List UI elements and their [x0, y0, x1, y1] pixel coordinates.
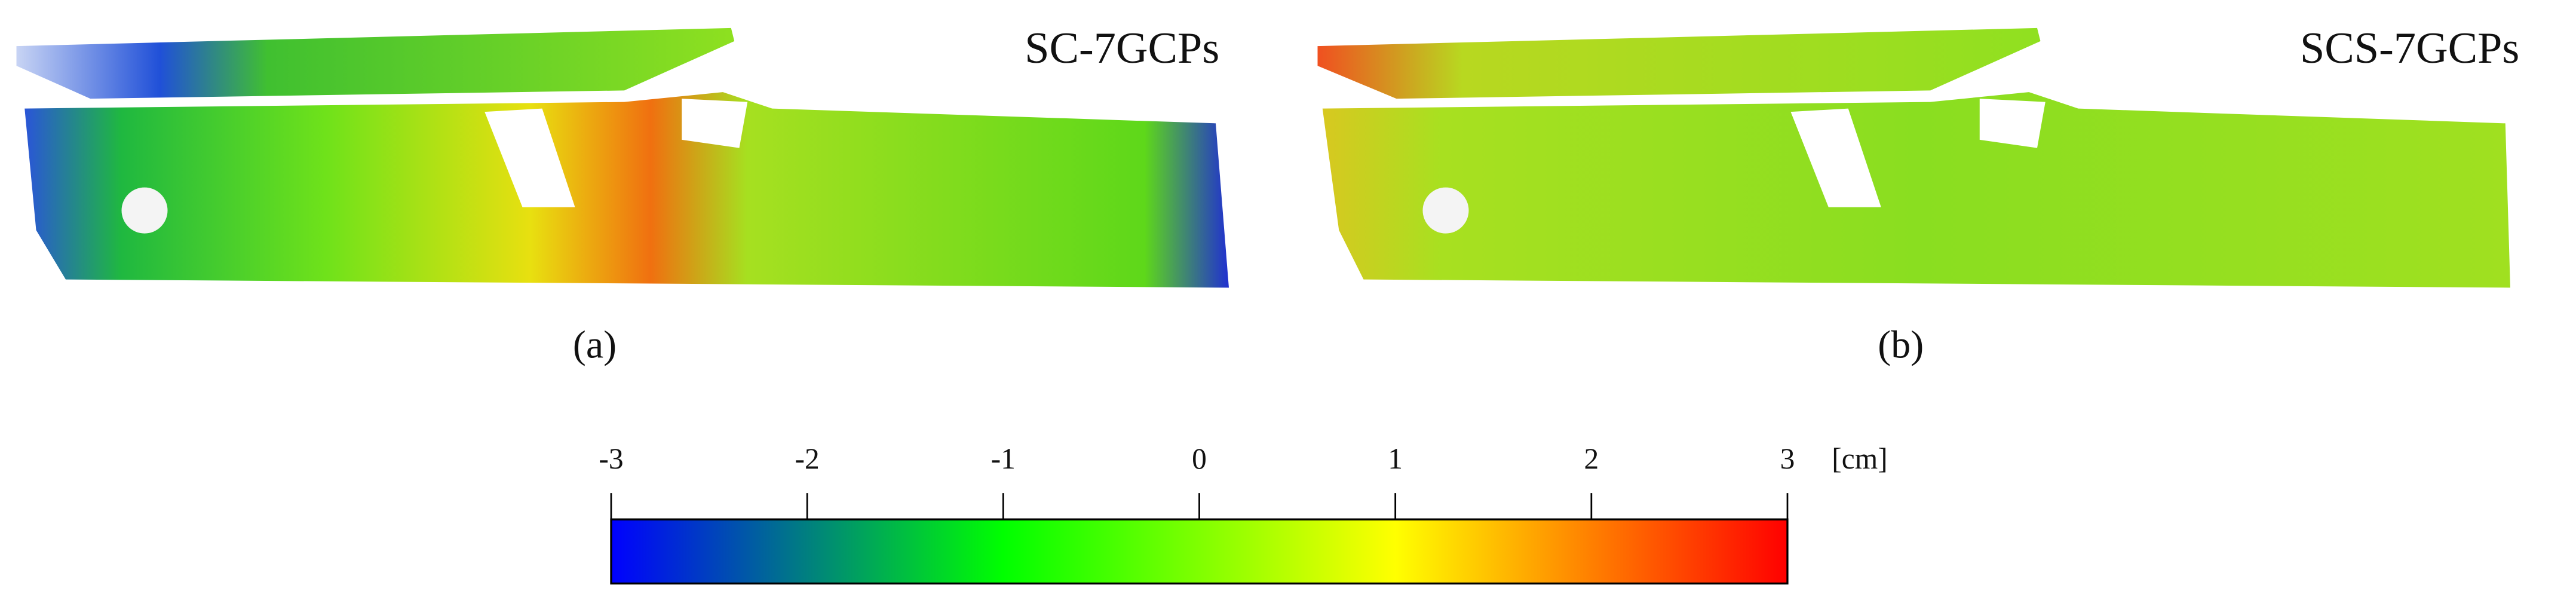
colorbar-tick-label: 2 — [1584, 442, 1599, 475]
colorbar-tick-label: -1 — [991, 442, 1016, 475]
colorbar-tick-label: -3 — [599, 442, 623, 475]
panel-title: SC-7GCPs — [1025, 24, 1219, 73]
point-cloud-b — [1317, 27, 2510, 288]
panel-caption: (a) — [573, 323, 617, 366]
colorbar-tick-label: 1 — [1388, 442, 1403, 475]
panel-caption: (b) — [1878, 323, 1924, 366]
colorbar — [610, 518, 1789, 585]
colorbar-tick-label: -2 — [795, 442, 820, 475]
colorbar-tick-label: 3 — [1780, 442, 1795, 475]
panel-title: SCS-7GCPs — [2300, 24, 2519, 73]
colorbar-unit: [cm] — [1832, 442, 1887, 475]
colorbar-tick-label: 0 — [1192, 442, 1207, 475]
point-cloud-a — [16, 27, 1229, 288]
